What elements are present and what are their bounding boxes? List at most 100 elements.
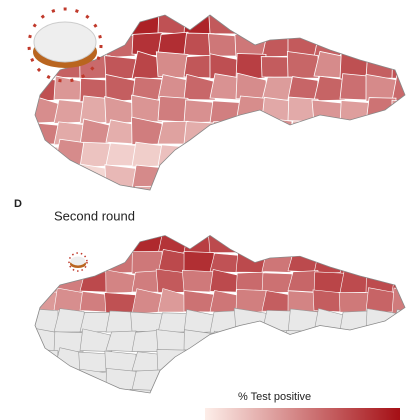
district (391, 99, 405, 123)
district (391, 72, 405, 102)
district (235, 119, 267, 145)
district (287, 349, 320, 372)
district (313, 369, 345, 392)
district (35, 272, 59, 294)
district (286, 183, 319, 190)
district (157, 164, 190, 189)
virus-icon-small (68, 252, 88, 272)
district (339, 143, 372, 167)
district (183, 329, 215, 352)
district (391, 235, 405, 254)
district (235, 349, 267, 372)
district (391, 347, 405, 372)
district (183, 141, 215, 168)
district (261, 249, 293, 273)
district (131, 94, 163, 123)
district (287, 368, 319, 392)
district (131, 288, 163, 315)
district (79, 388, 111, 393)
district (131, 369, 163, 392)
district (391, 52, 405, 79)
district (104, 350, 137, 372)
map-second-round (35, 235, 405, 393)
district (104, 292, 137, 314)
district (235, 366, 267, 393)
district (339, 100, 371, 125)
district (105, 310, 138, 333)
district (35, 121, 60, 145)
district (79, 235, 112, 254)
district (391, 287, 405, 315)
district (155, 329, 189, 352)
district (365, 33, 397, 57)
district (261, 142, 293, 167)
district (209, 347, 243, 373)
district (287, 161, 319, 190)
district (363, 328, 398, 352)
district (313, 349, 345, 372)
district (157, 15, 189, 35)
district (287, 308, 319, 333)
district (209, 161, 241, 190)
district (261, 185, 293, 190)
district (234, 330, 269, 352)
district (53, 185, 87, 190)
district (339, 390, 371, 393)
district (339, 119, 372, 145)
district (105, 15, 138, 35)
subtitle: Second round (54, 208, 135, 223)
district (311, 99, 345, 124)
district (339, 184, 371, 190)
district (157, 120, 189, 145)
district (364, 117, 397, 145)
color-scale (205, 408, 400, 420)
district (35, 291, 59, 313)
district (155, 185, 189, 190)
district (105, 389, 137, 393)
district (105, 183, 137, 190)
district (35, 370, 61, 393)
district (235, 139, 267, 167)
district (183, 163, 217, 189)
district (157, 95, 189, 123)
district (183, 99, 215, 124)
district (365, 349, 397, 372)
district (183, 309, 216, 334)
district (35, 184, 59, 190)
district (313, 327, 345, 353)
district (35, 249, 59, 273)
district (313, 15, 345, 35)
district (313, 75, 346, 102)
district (391, 165, 405, 189)
district (287, 235, 319, 253)
district (391, 139, 405, 168)
district (339, 247, 372, 274)
district (157, 235, 189, 255)
district (235, 289, 267, 313)
district (209, 121, 241, 145)
district (261, 346, 293, 373)
district (207, 235, 241, 253)
district (130, 311, 163, 333)
district (105, 235, 137, 253)
district (339, 350, 371, 372)
district (209, 269, 241, 293)
district (390, 15, 405, 37)
district (313, 164, 346, 189)
district (35, 348, 59, 372)
district (287, 270, 319, 293)
district (286, 51, 319, 79)
district (339, 31, 371, 59)
district (183, 351, 215, 373)
district (209, 140, 243, 167)
district (261, 165, 293, 189)
district (339, 331, 372, 352)
district (79, 188, 112, 190)
panel-label: D (14, 198, 22, 210)
district (183, 251, 215, 273)
district (363, 183, 398, 190)
district (209, 330, 241, 352)
district (208, 15, 241, 35)
district (365, 366, 398, 392)
